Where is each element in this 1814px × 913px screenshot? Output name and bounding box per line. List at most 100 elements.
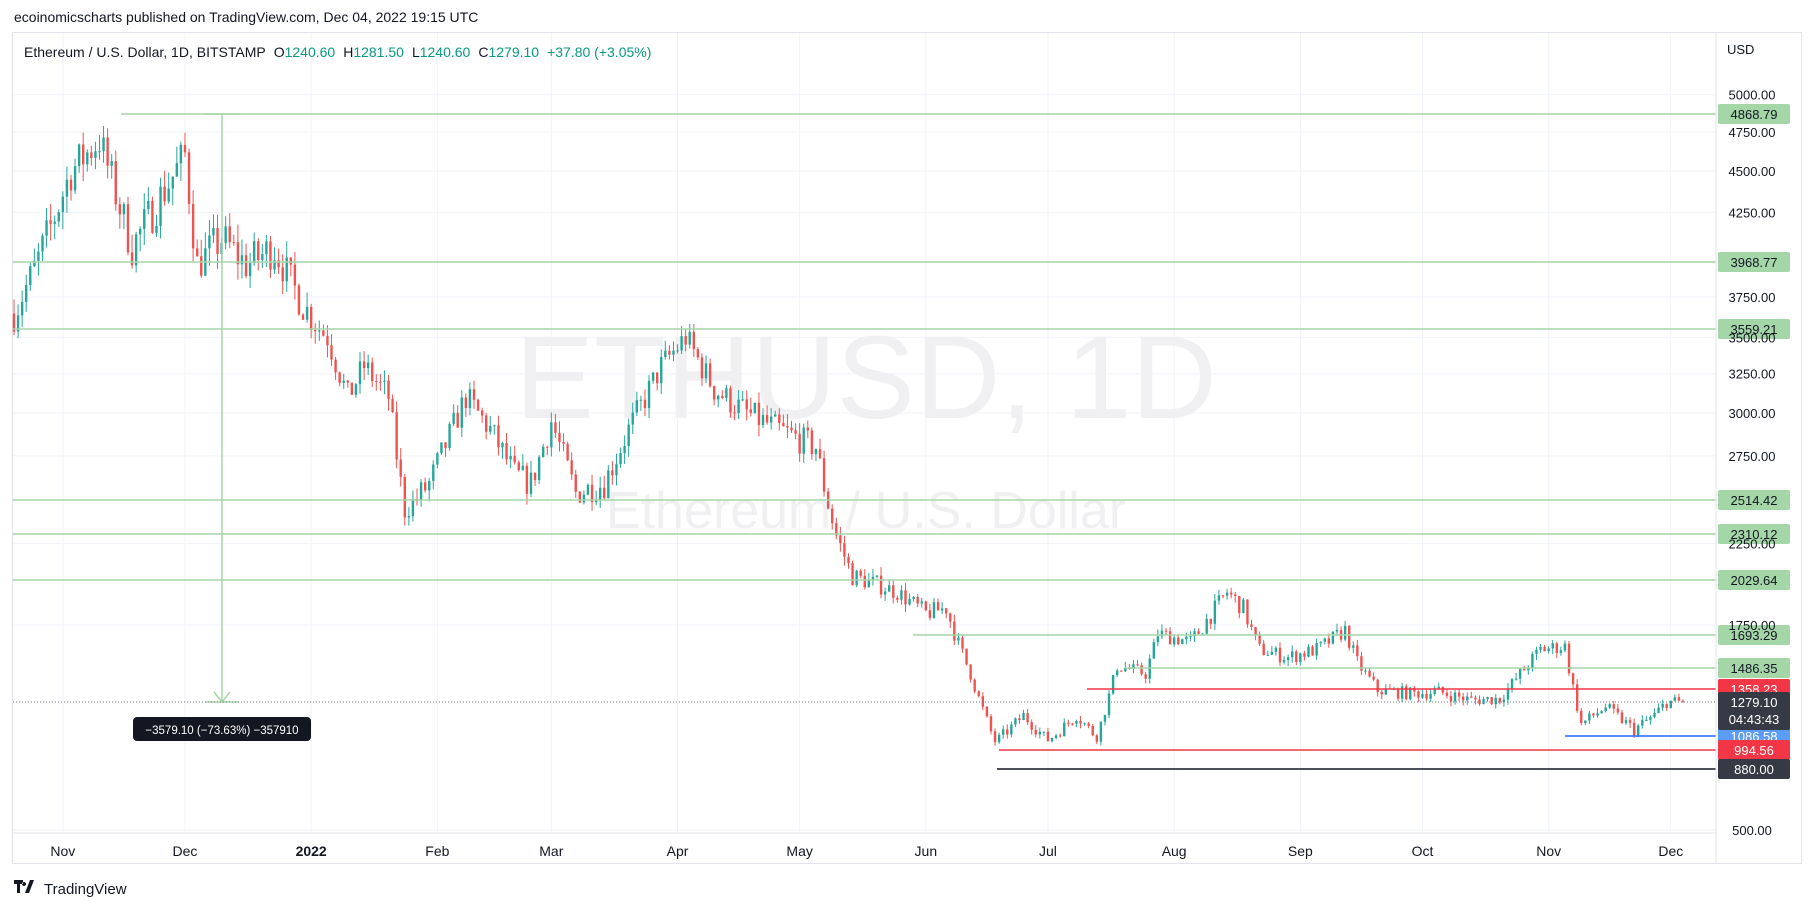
candle (875, 575, 879, 579)
candle (1575, 679, 1579, 713)
candle (1413, 685, 1416, 697)
last-price-value: 1279.10 (1731, 695, 1778, 710)
x-tick-label: 2022 (296, 843, 327, 859)
candle (757, 392, 761, 437)
last-price-countdown: 04:43:43 (1729, 712, 1780, 727)
candle (562, 433, 565, 452)
candle (961, 635, 964, 653)
watermark-ticker: ETHUSD, 1D (515, 312, 1217, 444)
x-tick-label: Mar (539, 843, 563, 859)
candle (1132, 660, 1135, 674)
candle (175, 146, 179, 177)
measure-label: −3579.10 (−73.63%) −357910 (145, 725, 298, 737)
candle (49, 203, 52, 241)
candle (521, 454, 525, 471)
candle (953, 614, 956, 646)
level-tag-880.00 (1718, 759, 1790, 779)
candle (147, 187, 150, 215)
candle (1482, 696, 1485, 705)
candle (814, 448, 818, 462)
candle (1209, 618, 1212, 630)
candle (102, 126, 105, 163)
candle (672, 341, 675, 362)
price-axis[interactable]: 5000.00 4750.00 4500.00 4250.00 3750.00 3500.… (1715, 33, 1776, 863)
candle (25, 274, 28, 312)
candle (871, 568, 875, 586)
candle (582, 490, 586, 505)
candle (228, 213, 231, 249)
measure-tool[interactable]: −3579.10 (−73.63%) −357910 (133, 113, 311, 741)
candle (1063, 718, 1066, 737)
time-axis[interactable]: Nov Dec 2022 Feb Mar Apr May Jun Jul Aug Sep Oct Nov… (13, 832, 1716, 859)
candle (843, 535, 846, 566)
candle (590, 474, 594, 511)
candle (1669, 700, 1672, 709)
candle (415, 488, 419, 506)
horizontal-levels[interactable]: 4868.79 3968.77 3559.21 2514.42 2310.12 2029.… (13, 104, 1790, 779)
candle (1641, 715, 1644, 729)
candle (1197, 628, 1200, 635)
candle (607, 465, 610, 499)
candle (350, 382, 354, 395)
candle (187, 148, 191, 215)
candle (1665, 703, 1668, 711)
candle (537, 455, 541, 485)
candle (240, 239, 244, 279)
candle (1596, 708, 1599, 718)
candle (1592, 713, 1595, 718)
candle (29, 262, 32, 291)
candle (138, 226, 142, 252)
candle (126, 196, 130, 256)
candle (257, 238, 260, 271)
candle (554, 413, 557, 438)
candle (1128, 664, 1131, 670)
x-tick-label: Nov (50, 843, 75, 859)
candle (1514, 672, 1518, 681)
candle (1449, 690, 1453, 707)
last-price-tag (1718, 692, 1790, 730)
candle (570, 452, 573, 480)
candle (342, 373, 345, 389)
candle (53, 215, 56, 240)
candle (1164, 627, 1168, 636)
candle (533, 472, 537, 486)
y-tick-label: 4750.00 (1729, 125, 1776, 140)
candle (1038, 727, 1042, 739)
level-label-2029.64: 2029.64 (1731, 573, 1778, 588)
candle (1441, 686, 1445, 696)
candle (1054, 733, 1058, 740)
level-label-3559.21: 3559.21 (1731, 322, 1778, 337)
candle (908, 593, 911, 606)
currency-label[interactable]: USD (1727, 42, 1755, 57)
candle (896, 595, 899, 603)
candle (200, 239, 203, 278)
candle (1103, 714, 1107, 726)
candle (1453, 689, 1457, 705)
candle (1205, 613, 1208, 636)
candle (497, 415, 500, 456)
candle (1091, 723, 1094, 737)
candle (1006, 724, 1009, 739)
candle (749, 397, 753, 417)
candle (684, 328, 687, 352)
legend-open-label: O (273, 44, 285, 60)
candle (1238, 595, 1241, 619)
candle (1368, 667, 1371, 678)
candle (1498, 697, 1502, 705)
candle (1229, 587, 1233, 599)
candle (668, 345, 671, 360)
candle (1470, 691, 1473, 699)
candle (822, 450, 826, 497)
candle (1201, 632, 1204, 635)
candle (387, 374, 390, 411)
candle (155, 214, 158, 237)
candle (1396, 687, 1400, 702)
footer[interactable]: TradingView (14, 880, 127, 899)
candle (851, 560, 854, 586)
candle (366, 354, 370, 376)
candle (269, 236, 272, 278)
measure-arrowhead (213, 691, 231, 704)
candle (1136, 659, 1139, 667)
candle (1278, 642, 1282, 667)
